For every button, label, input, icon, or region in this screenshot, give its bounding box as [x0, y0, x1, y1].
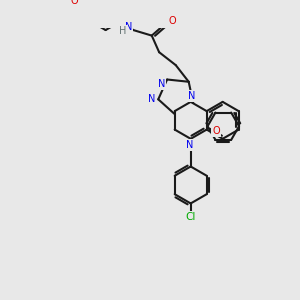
Text: Cl: Cl — [185, 212, 196, 222]
Text: H: H — [119, 26, 127, 36]
Text: N: N — [125, 22, 132, 32]
Text: N: N — [186, 140, 193, 150]
Text: N: N — [148, 94, 155, 104]
Text: O: O — [212, 126, 220, 136]
Text: O: O — [70, 0, 78, 6]
Text: O: O — [169, 16, 176, 26]
Text: N: N — [188, 91, 195, 101]
Text: N: N — [158, 79, 165, 88]
